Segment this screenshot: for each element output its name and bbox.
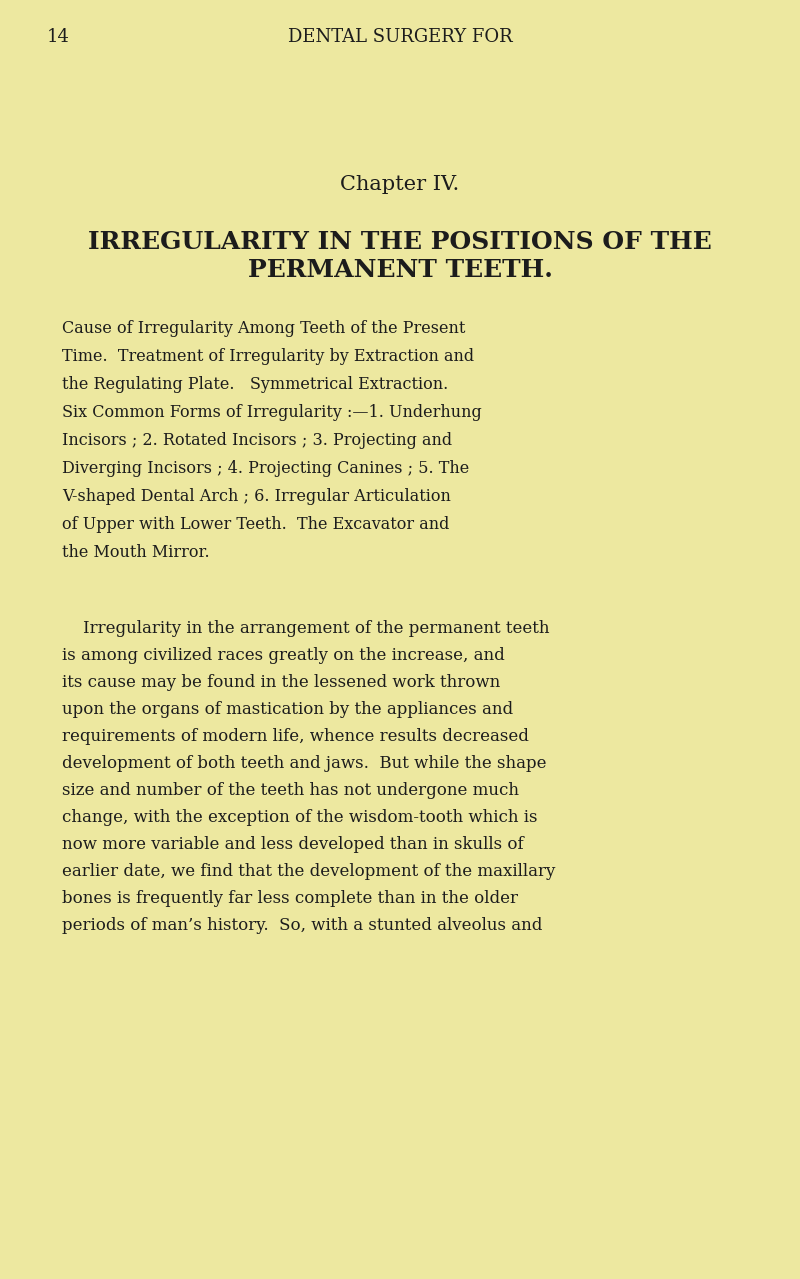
Text: change, with the exception of the wisdom-tooth which is: change, with the exception of the wisdom…	[62, 810, 538, 826]
Text: Irregularity in the arrangement of the permanent teeth: Irregularity in the arrangement of the p…	[62, 620, 550, 637]
Text: Time.  Treatment of Irregularity by Extraction and: Time. Treatment of Irregularity by Extra…	[62, 348, 474, 365]
Text: IRREGULARITY IN THE POSITIONS OF THE: IRREGULARITY IN THE POSITIONS OF THE	[88, 230, 712, 255]
Text: DENTAL SURGERY FOR: DENTAL SURGERY FOR	[288, 28, 512, 46]
Text: V-shaped Dental Arch ; 6. Irregular Articulation: V-shaped Dental Arch ; 6. Irregular Arti…	[62, 489, 451, 505]
Text: of Upper with Lower Teeth.  The Excavator and: of Upper with Lower Teeth. The Excavator…	[62, 515, 450, 533]
Text: requirements of modern life, whence results decreased: requirements of modern life, whence resu…	[62, 728, 529, 744]
Text: Chapter IV.: Chapter IV.	[340, 175, 460, 194]
Text: the Regulating Plate.   Symmetrical Extraction.: the Regulating Plate. Symmetrical Extrac…	[62, 376, 448, 393]
Text: Six Common Forms of Irregularity :—1. Underhung: Six Common Forms of Irregularity :—1. Un…	[62, 404, 482, 421]
Text: its cause may be found in the lessened work thrown: its cause may be found in the lessened w…	[62, 674, 500, 691]
Text: Diverging Incisors ; 4. Projecting Canines ; 5. The: Diverging Incisors ; 4. Projecting Canin…	[62, 460, 470, 477]
Text: upon the organs of mastication by the appliances and: upon the organs of mastication by the ap…	[62, 701, 513, 718]
Text: the Mouth Mirror.: the Mouth Mirror.	[62, 544, 210, 561]
Text: 14: 14	[47, 28, 70, 46]
Text: development of both teeth and jaws.  But while the shape: development of both teeth and jaws. But …	[62, 755, 546, 773]
Text: is among civilized races greatly on the increase, and: is among civilized races greatly on the …	[62, 647, 505, 664]
Text: bones is frequently far less complete than in the older: bones is frequently far less complete th…	[62, 890, 518, 907]
Text: earlier date, we find that the development of the maxillary: earlier date, we find that the developme…	[62, 863, 555, 880]
Text: size and number of the teeth has not undergone much: size and number of the teeth has not und…	[62, 781, 519, 799]
Text: Incisors ; 2. Rotated Incisors ; 3. Projecting and: Incisors ; 2. Rotated Incisors ; 3. Proj…	[62, 432, 452, 449]
Text: PERMANENT TEETH.: PERMANENT TEETH.	[247, 258, 553, 281]
Text: periods of man’s history.  So, with a stunted alveolus and: periods of man’s history. So, with a stu…	[62, 917, 542, 934]
Text: now more variable and less developed than in skulls of: now more variable and less developed tha…	[62, 836, 524, 853]
Text: Cause of Irregularity Among Teeth of the Present: Cause of Irregularity Among Teeth of the…	[62, 320, 466, 336]
